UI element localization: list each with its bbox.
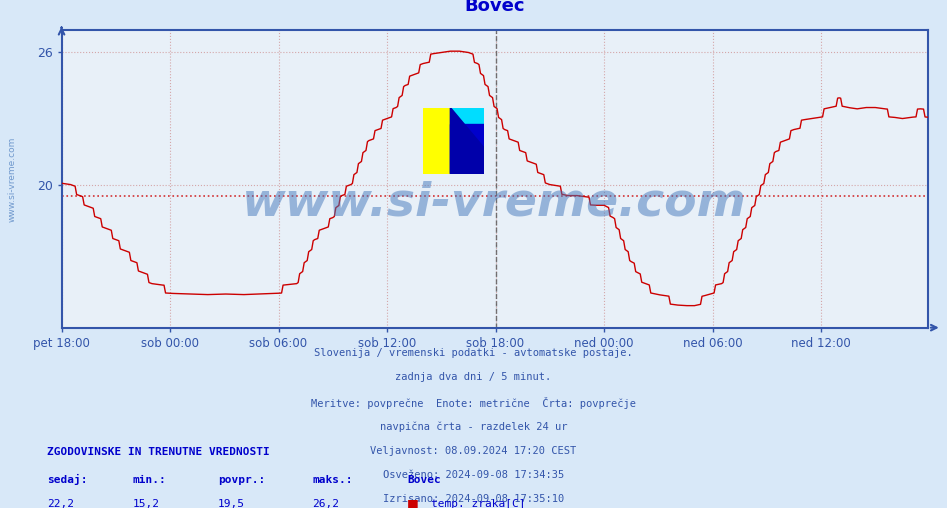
Text: Slovenija / vremenski podatki - avtomatske postaje.: Slovenija / vremenski podatki - avtomats… bbox=[314, 348, 633, 358]
Text: Bovec: Bovec bbox=[407, 474, 441, 485]
Text: ■: ■ bbox=[407, 497, 419, 508]
Text: 26,2: 26,2 bbox=[313, 499, 340, 508]
Polygon shape bbox=[451, 108, 484, 174]
Text: temp. zraka[C]: temp. zraka[C] bbox=[431, 499, 526, 508]
Bar bbox=[451, 124, 484, 174]
Text: min.:: min.: bbox=[133, 474, 167, 485]
Bar bbox=[423, 108, 451, 174]
Text: ZGODOVINSKE IN TRENUTNE VREDNOSTI: ZGODOVINSKE IN TRENUTNE VREDNOSTI bbox=[47, 447, 270, 457]
Text: www.si-vreme.com: www.si-vreme.com bbox=[8, 136, 17, 222]
Text: Izrisano: 2024-09-08 17:35:10: Izrisano: 2024-09-08 17:35:10 bbox=[383, 494, 564, 504]
Text: 19,5: 19,5 bbox=[218, 499, 245, 508]
Text: Osveženo: 2024-09-08 17:34:35: Osveženo: 2024-09-08 17:34:35 bbox=[383, 470, 564, 480]
Text: www.si-vreme.com: www.si-vreme.com bbox=[242, 180, 747, 226]
Text: sedaj:: sedaj: bbox=[47, 473, 88, 485]
Text: Meritve: povprečne  Enote: metrične  Črta: povprečje: Meritve: povprečne Enote: metrične Črta:… bbox=[311, 397, 636, 409]
Text: Veljavnost: 08.09.2024 17:20 CEST: Veljavnost: 08.09.2024 17:20 CEST bbox=[370, 446, 577, 456]
Text: maks.:: maks.: bbox=[313, 474, 353, 485]
Text: povpr.:: povpr.: bbox=[218, 474, 265, 485]
Text: 15,2: 15,2 bbox=[133, 499, 160, 508]
Text: Bovec: Bovec bbox=[465, 0, 525, 15]
Text: zadnja dva dni / 5 minut.: zadnja dva dni / 5 minut. bbox=[396, 372, 551, 383]
Text: navpična črta - razdelek 24 ur: navpična črta - razdelek 24 ur bbox=[380, 421, 567, 432]
Text: 22,2: 22,2 bbox=[47, 499, 75, 508]
Polygon shape bbox=[451, 108, 484, 147]
